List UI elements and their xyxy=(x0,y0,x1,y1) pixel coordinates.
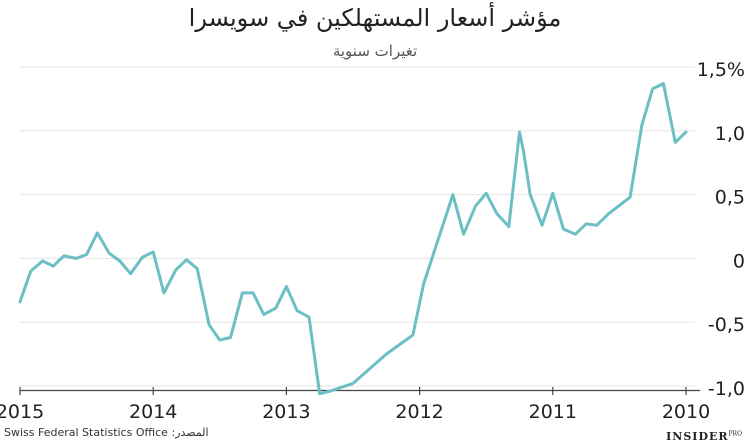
insider-pro-logo: INSIDERPRO xyxy=(666,430,742,443)
y-tick-label: 1,0 xyxy=(715,123,745,145)
y-tick-label: -0,5 xyxy=(708,314,745,336)
chart-title: مؤشر أسعار المستهلكين في سويسرا xyxy=(188,4,562,32)
series-layer xyxy=(18,82,688,396)
chart-subtitle: تغيرات سنوية xyxy=(332,42,418,60)
y-tick-label: 1,5% xyxy=(697,59,745,81)
y-axis-ticks: 1,5% 1,0 0,5 0 -0,5 -1,0 xyxy=(697,59,745,400)
y-tick-label: 0,5 xyxy=(715,187,745,209)
y-tick-label: 0 xyxy=(733,250,745,272)
y-tick-label: -1,0 xyxy=(708,378,745,400)
x-tick-label: 2010 xyxy=(662,401,710,423)
x-tick-label: 2013 xyxy=(262,401,310,423)
series-line xyxy=(18,82,688,396)
x-tick-label: 2012 xyxy=(395,401,443,423)
source-note: Swiss Federal Statistics Office :المصدر xyxy=(4,426,209,439)
grid-lines xyxy=(20,66,695,387)
x-tick-label: 2014 xyxy=(129,401,177,423)
x-axis: 2015 2014 2013 2012 2011 2010 xyxy=(0,387,710,423)
x-tick-label: 2015 xyxy=(0,401,44,423)
x-tick-label: 2011 xyxy=(529,401,577,423)
